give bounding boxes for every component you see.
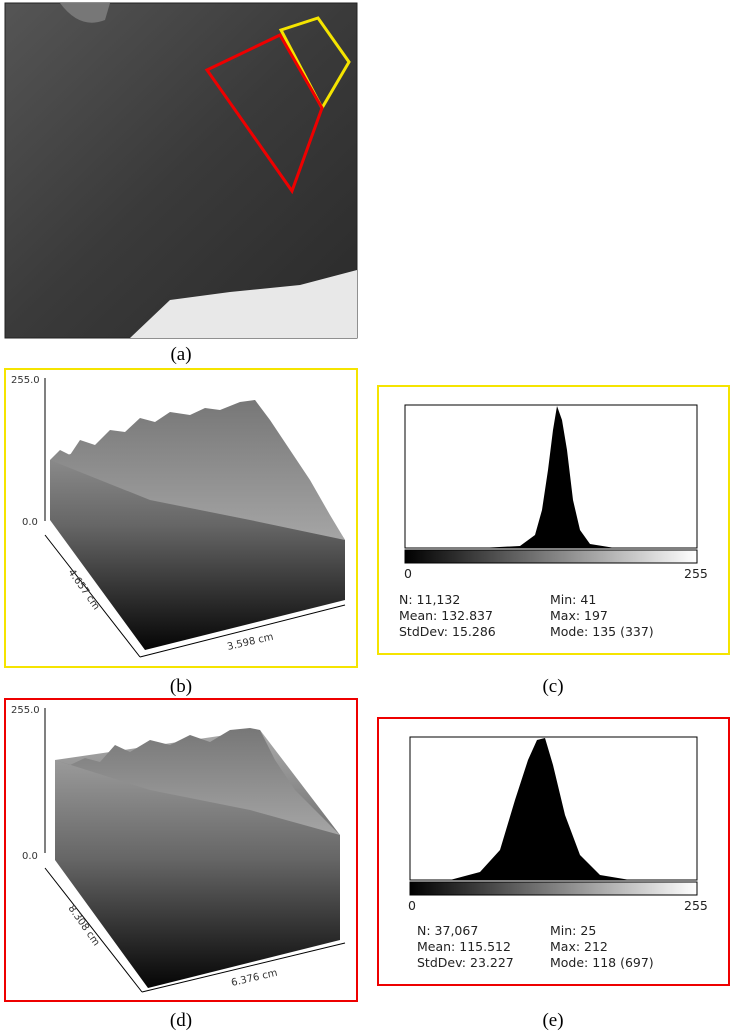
panel-frame <box>4 698 358 1002</box>
stat: Mode: 135 (337) <box>550 624 654 639</box>
stat: Min: 41 <box>550 592 596 607</box>
stat: StdDev: 23.227 <box>417 955 514 970</box>
stat: Min: 25 <box>550 923 596 938</box>
x-max-label: 255 <box>684 898 708 913</box>
panel-frame <box>377 717 730 986</box>
panel-label: (a) <box>170 344 191 365</box>
width-label: 3.598 cm <box>226 632 274 653</box>
panel-label: (b) <box>170 676 192 697</box>
width-label: 6.376 cm <box>230 968 278 989</box>
stat: Mean: 115.512 <box>417 939 511 954</box>
stat: N: 37,067 <box>417 923 478 938</box>
lut-bar <box>404 549 698 564</box>
surface-plot <box>44 378 346 658</box>
x-min-label: 0 <box>404 566 412 581</box>
stat: Mode: 118 (697) <box>550 955 654 970</box>
z-min-label: 0.0 <box>22 517 38 528</box>
panel-label: (d) <box>170 1010 192 1031</box>
stat: Max: 197 <box>550 608 608 623</box>
histogram <box>480 406 615 548</box>
stat: N: 11,132 <box>399 592 460 607</box>
panel-label: (c) <box>542 676 563 697</box>
red-region <box>204 33 324 195</box>
x-min-label: 0 <box>408 898 416 913</box>
histogram <box>450 738 630 880</box>
z-max-label: 255.0 <box>11 375 40 386</box>
z-min-label: 0.0 <box>22 851 38 862</box>
stat: StdDev: 15.286 <box>399 624 496 639</box>
panel-label: (e) <box>542 1010 563 1031</box>
surface-plot <box>44 708 346 993</box>
x-max-label: 255 <box>684 566 708 581</box>
panel-frame <box>377 385 730 655</box>
panel-frame <box>4 368 358 668</box>
photo <box>4 2 358 339</box>
stat: Mean: 132.837 <box>399 608 493 623</box>
lut-bar <box>409 881 698 896</box>
z-max-label: 255.0 <box>11 705 40 716</box>
stat: Max: 212 <box>550 939 608 954</box>
